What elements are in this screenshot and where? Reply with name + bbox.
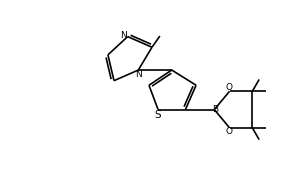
Text: S: S bbox=[154, 110, 161, 120]
Text: O: O bbox=[225, 83, 232, 92]
Text: N: N bbox=[135, 70, 142, 79]
Text: N: N bbox=[120, 31, 126, 40]
Text: B: B bbox=[212, 105, 218, 114]
Text: O: O bbox=[225, 127, 232, 136]
